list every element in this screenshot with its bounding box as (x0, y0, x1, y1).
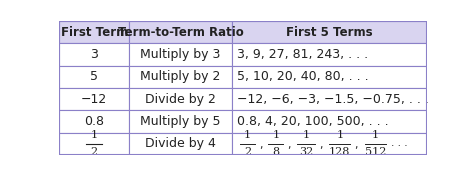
Bar (59, 133, 129, 155)
Bar (59, 21, 129, 43)
Text: 1: 1 (336, 130, 343, 140)
Text: Multiply by 5: Multiply by 5 (140, 115, 221, 128)
Text: First 5 Terms: First 5 Terms (286, 26, 373, 39)
Bar (129, 110, 232, 133)
Text: −12, −6, −3, −1.5, −0.75, . . .: −12, −6, −3, −1.5, −0.75, . . . (237, 93, 429, 106)
Text: 1: 1 (91, 130, 98, 140)
Bar (232, 66, 427, 88)
Bar (232, 43, 427, 66)
Text: 1: 1 (244, 130, 251, 140)
Text: Term-to-Term Ratio: Term-to-Term Ratio (118, 26, 243, 39)
Bar (232, 21, 427, 43)
Text: 1: 1 (372, 130, 379, 140)
Bar (59, 43, 129, 66)
Text: First Term: First Term (61, 26, 128, 39)
Text: 8: 8 (272, 147, 279, 157)
Bar (232, 110, 427, 133)
Text: Multiply by 2: Multiply by 2 (140, 70, 221, 83)
Text: 2: 2 (91, 147, 98, 157)
Text: −12: −12 (81, 93, 107, 106)
Text: ,: , (259, 140, 262, 150)
Text: 5, 10, 20, 40, 80, . . .: 5, 10, 20, 40, 80, . . . (237, 70, 369, 83)
Text: 3: 3 (90, 48, 98, 61)
Text: 512: 512 (365, 147, 386, 157)
Text: Divide by 4: Divide by 4 (145, 137, 216, 150)
Text: ,: , (287, 140, 291, 150)
Text: . . .: . . . (391, 138, 408, 148)
Bar (232, 133, 427, 155)
Text: 1: 1 (272, 130, 279, 140)
Text: Divide by 2: Divide by 2 (145, 93, 216, 106)
Text: 32: 32 (299, 147, 313, 157)
Bar (129, 133, 232, 155)
Bar (129, 43, 232, 66)
Bar (59, 66, 129, 88)
Text: 5: 5 (90, 70, 98, 83)
Bar (129, 66, 232, 88)
Bar (129, 21, 232, 43)
Text: ,: , (319, 140, 322, 150)
Bar (232, 88, 427, 110)
Text: Multiply by 3: Multiply by 3 (140, 48, 221, 61)
Text: 2: 2 (244, 147, 251, 157)
Text: 0.8, 4, 20, 100, 500, . . .: 0.8, 4, 20, 100, 500, . . . (237, 115, 389, 128)
Text: ,: , (355, 140, 358, 150)
Bar (59, 110, 129, 133)
Bar (129, 88, 232, 110)
Bar (59, 88, 129, 110)
Text: 128: 128 (329, 147, 350, 157)
Text: 1: 1 (302, 130, 310, 140)
Text: 3, 9, 27, 81, 243, . . .: 3, 9, 27, 81, 243, . . . (237, 48, 369, 61)
Text: 0.8: 0.8 (84, 115, 104, 128)
